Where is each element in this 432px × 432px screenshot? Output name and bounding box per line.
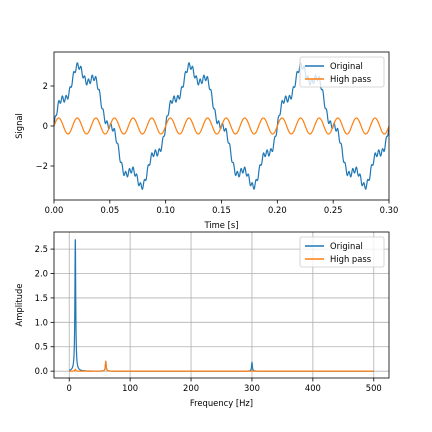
signal-y-tick-label: 0 <box>43 121 48 131</box>
spectrum-x-axis-label: Frequency [Hz] <box>190 398 253 408</box>
spectrum-x-tick-label: 400 <box>305 383 321 393</box>
signal-y-axis-label: Signal <box>14 113 24 139</box>
spectrum-y-tick-label: 1.5 <box>35 293 48 303</box>
signal-y-tick-label: −2 <box>36 161 48 171</box>
signal-legend-label-high-pass: High pass <box>330 74 371 84</box>
spectrum-y-tick-label: 0.5 <box>35 342 48 352</box>
spectrum-x-tick-label: 500 <box>366 383 382 393</box>
signal-legend-label-original: Original <box>330 61 363 71</box>
spectrum-legend: Original High pass <box>299 236 385 268</box>
signal-series-line-high-pass <box>54 117 389 135</box>
spectrum-series-line-high-pass <box>69 360 374 372</box>
signal-x-tick-label: 0.10 <box>156 205 175 215</box>
spectrum-ticks: 0 100 200 300 400 500 0.0 0.5 1.0 1.5 2.0 2.5 <box>35 244 382 393</box>
signal-x-tick-label: 0.15 <box>212 205 231 215</box>
spectrum-x-tick-label: 0 <box>67 383 72 393</box>
spectrum-x-tick-label: 100 <box>122 383 138 393</box>
signal-x-tick-label: 0.30 <box>380 205 399 215</box>
spectrum-x-tick-label: 200 <box>183 383 199 393</box>
signal-x-tick-label: 0.00 <box>45 205 64 215</box>
signal-legend: Original High pass <box>299 56 385 88</box>
spectrum-legend-label-high-pass: High pass <box>330 254 371 264</box>
spectrum-series-layer <box>69 239 374 372</box>
spectrum-x-tick-label: 300 <box>244 383 260 393</box>
signal-chart: 0.00 0.05 0.10 0.15 0.20 0.25 0.30 −2 0 2 Time [s… <box>14 51 399 230</box>
signal-x-tick-label: 0.25 <box>324 205 343 215</box>
spectrum-legend-label-original: Original <box>330 241 363 251</box>
signal-x-axis-label: Time [s] <box>203 220 238 230</box>
spectrum-y-tick-label: 0.0 <box>35 366 48 376</box>
spectrum-y-tick-label: 2.0 <box>35 269 48 279</box>
signal-x-tick-label: 0.20 <box>268 205 287 215</box>
spectrum-y-tick-label: 1.0 <box>35 317 48 327</box>
signal-series-layer <box>54 61 389 191</box>
spectrum-y-tick-label: 2.5 <box>35 244 48 254</box>
signal-x-tick-label: 0.05 <box>101 205 120 215</box>
spectrum-chart: 0 100 200 300 400 500 0.0 0.5 1.0 1.5 2.0 2.5 Frequ… <box>14 231 390 408</box>
spectrum-y-axis-label: Amplitude <box>14 284 24 327</box>
signal-y-tick-label: 2 <box>43 81 48 91</box>
signal-ticks: 0.00 0.05 0.10 0.15 0.20 0.25 0.30 −2 0 2 <box>36 81 399 215</box>
spectrum-plot-frame <box>53 231 390 379</box>
